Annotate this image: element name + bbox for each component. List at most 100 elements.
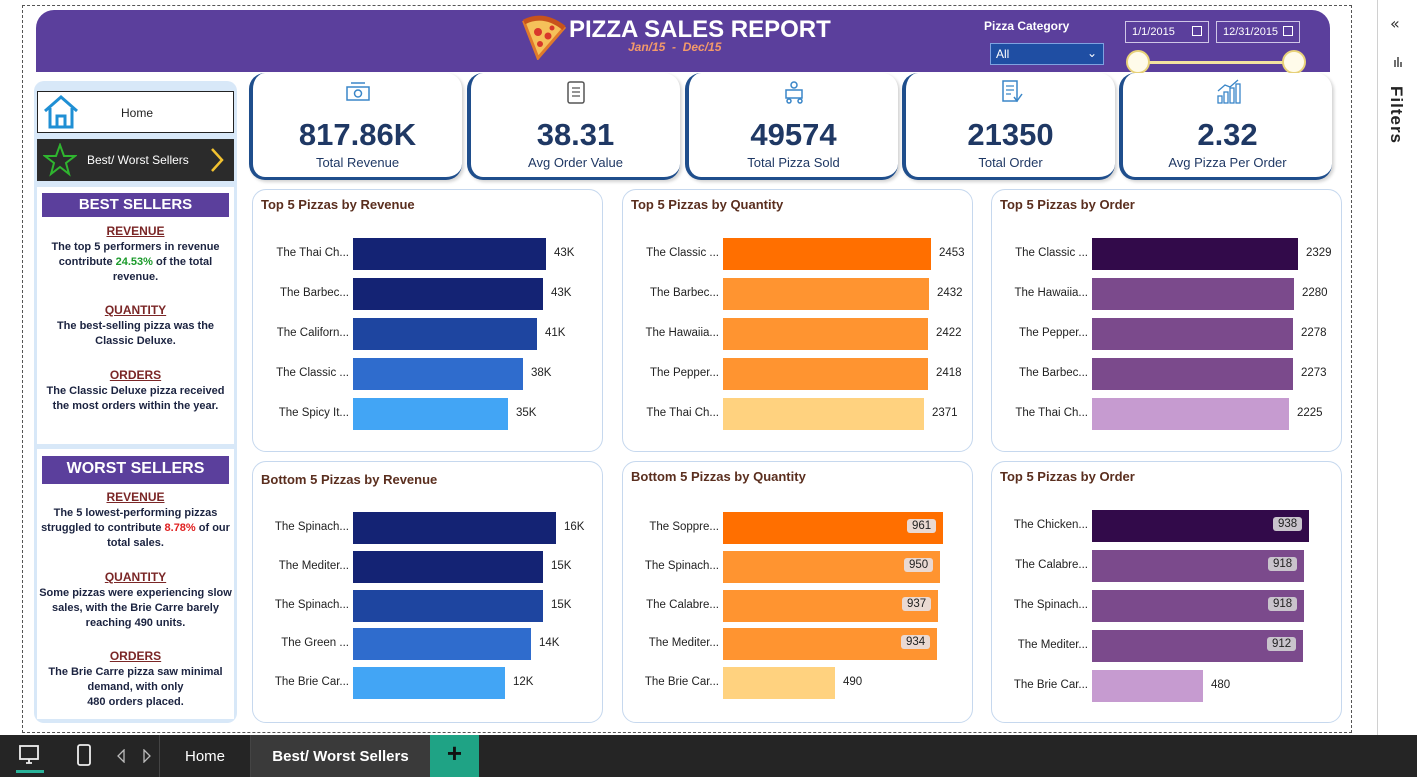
chart-bottom5-orders[interactable]: Top 5 Pizzas by Order The Chicken... 938 T… [991,461,1342,723]
worst-orders-section: ORDERS The Brie Carre pizza saw minimal … [37,649,234,710]
bar-row[interactable]: The Spinach... 950 [623,550,972,583]
bar[interactable] [353,589,543,622]
bar[interactable] [723,318,928,350]
home-nav-button[interactable]: Home [37,91,234,133]
bar[interactable] [723,398,924,430]
bar[interactable] [1092,318,1293,350]
add-page-button[interactable]: + [430,735,479,777]
calendar-icon[interactable] [1192,26,1202,36]
value-label: 2329 [1306,247,1332,259]
category-label: The Pepper... [1018,327,1088,339]
tab-home[interactable]: Home [159,735,251,777]
calendar-icon[interactable] [1283,26,1293,36]
bar-row[interactable]: The Classic ... 2453 [623,238,972,270]
bar[interactable] [353,398,508,430]
bar[interactable] [1092,238,1298,270]
date-slider-start-handle[interactable] [1126,50,1150,74]
bar[interactable] [353,667,505,700]
bar-row[interactable]: The Green ... 14K [253,628,602,661]
category-label: The Calabre... [646,598,719,611]
bar[interactable] [1092,358,1293,390]
bar-row[interactable]: The Brie Car... 12K [253,667,602,700]
bar-row[interactable]: The Hawaiia... 2422 [623,318,972,350]
bar[interactable] [353,550,543,583]
bar[interactable] [723,358,928,390]
collapse-icon[interactable]: « [1390,14,1400,33]
bar-row[interactable]: The Thai Ch... 43K [253,238,602,270]
bar-row[interactable]: The Spinach... 16K [253,512,602,544]
bar[interactable] [353,278,543,310]
previous-page-icon[interactable] [116,749,126,763]
page-title: PIZZA SALES REPORT [569,16,831,43]
bar-row[interactable]: The Classic ... 2329 [992,238,1341,270]
bar-row[interactable]: The Calabre... 918 [992,550,1341,582]
bar-row[interactable]: The Californ... 41K [253,318,602,350]
bar-row[interactable]: The Classic ... 38K [253,358,602,390]
bar-row[interactable]: The Thai Ch... 2371 [623,398,972,430]
home-nav-label: Home [121,106,154,120]
bar[interactable] [1092,510,1309,542]
tab-best-worst-sellers[interactable]: Best/ Worst Sellers [251,735,430,777]
bar[interactable] [1092,398,1289,430]
mobile-view-icon[interactable] [72,743,96,767]
bar-row[interactable]: The Calabre... 937 [623,589,972,622]
date-slider-end-handle[interactable] [1282,50,1306,74]
chart-top5-revenue[interactable]: Top 5 Pizzas by Revenue The Thai Ch... 43… [252,189,603,452]
best-revenue-section: REVENUE The top 5 performers in revenue … [37,224,234,285]
next-page-icon[interactable] [142,749,152,763]
bar-row[interactable]: The Soppre... 961 [623,512,972,544]
bar-row[interactable]: The Chicken... 938 [992,510,1341,542]
chart-top5-orders[interactable]: Top 5 Pizzas by Order The Classic ... 232… [991,189,1342,452]
bar[interactable] [723,667,835,700]
filters-pane[interactable]: « Filters [1377,0,1417,735]
chart-top5-quantity[interactable]: Top 5 Pizzas by Quantity The Classic ...… [622,189,973,452]
category-dropdown[interactable]: All ⌄ [990,43,1104,65]
desktop-view-icon[interactable] [17,743,41,767]
bar[interactable] [723,550,940,583]
bar[interactable] [353,628,531,661]
bar-row[interactable]: The Spinach... 15K [253,589,602,622]
bar-row[interactable]: The Barbec... 2273 [992,358,1341,390]
value-label: 41K [545,327,566,339]
value-label: 43K [554,247,575,259]
bar[interactable] [1092,278,1294,310]
chart-title: Top 5 Pizzas by Quantity [631,197,784,212]
bar-row[interactable]: The Barbec... 43K [253,278,602,310]
bar-row[interactable]: The Brie Car... 480 [992,670,1341,702]
delivery-icon [784,81,803,104]
category-label: The Thai Ch... [1015,407,1088,419]
category-label: The Mediter... [1017,639,1088,651]
bar[interactable] [723,512,943,544]
bar-row[interactable]: The Mediter... 934 [623,628,972,661]
value-label: 2273 [1301,367,1327,379]
kpi-value: 817.86K [298,117,417,152]
bar[interactable] [353,238,546,270]
value-label: 38K [531,367,552,379]
bar-row[interactable]: The Pepper... 2278 [992,318,1341,350]
date-slider-track[interactable] [1138,61,1296,64]
bar-row[interactable]: The Brie Car... 490 [623,667,972,700]
bar-row[interactable]: The Spicy It... 35K [253,398,602,430]
bar-row[interactable]: The Thai Ch... 2225 [992,398,1341,430]
section-text: The Classic Deluxe pizza received the mo… [46,385,225,412]
category-label: The Pepper... [649,367,719,379]
bar-row[interactable]: The Mediter... 912 [992,630,1341,662]
best-worst-nav-button[interactable]: Best/ Worst Sellers [37,139,234,181]
bar[interactable] [1092,670,1203,702]
bar[interactable] [353,358,523,390]
value-label: 2280 [1302,287,1328,299]
chart-bottom5-quantity[interactable]: Bottom 5 Pizzas by Quantity The Soppre..… [622,461,973,723]
report-header: PIZZA SALES REPORT Jan/15 - Dec/15 Pizza… [36,10,1330,74]
bar-row[interactable]: The Hawaiia... 2280 [992,278,1341,310]
bar-row[interactable]: The Mediter... 15K [253,550,602,583]
bar-row[interactable]: The Pepper... 2418 [623,358,972,390]
bar[interactable] [723,238,931,270]
bar-row[interactable]: The Barbec... 2432 [623,278,972,310]
end-date-input[interactable]: 12/31/2015 [1216,21,1300,43]
start-date-input[interactable]: 1/1/2015 [1125,21,1209,43]
chart-bottom5-revenue[interactable]: Bottom 5 Pizzas by Revenue The Spinach..… [252,461,603,723]
bar[interactable] [353,318,537,350]
bar[interactable] [353,512,556,544]
bar-row[interactable]: The Spinach... 918 [992,590,1341,622]
bar[interactable] [723,278,929,310]
